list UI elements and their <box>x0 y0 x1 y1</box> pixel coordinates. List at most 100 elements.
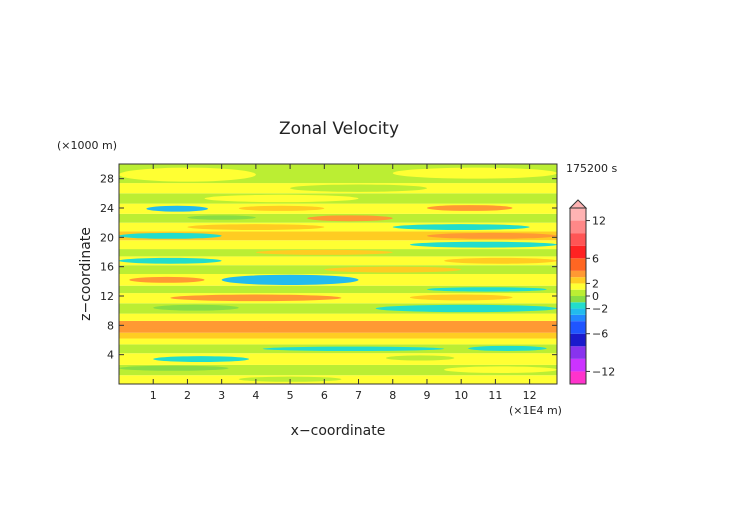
field-patch-22-0 <box>119 167 256 182</box>
x-tick-label: 1 <box>150 389 157 402</box>
chart-title: Zonal Velocity <box>279 119 399 139</box>
field-patch-15-0 <box>409 241 557 248</box>
time-label: 175200 s <box>566 162 617 175</box>
colorbar-level-13 <box>570 258 586 271</box>
field-band-10 <box>119 285 557 294</box>
x-tick-label: 7 <box>355 389 362 402</box>
colorbar-tick-label: −12 <box>592 365 615 378</box>
field-band-17 <box>119 222 557 232</box>
plot-frame <box>118 163 558 385</box>
colorbar-level-17 <box>570 208 586 221</box>
field-patch-1-0 <box>119 365 229 371</box>
field-band-15 <box>119 240 557 250</box>
x-tick-label: 11 <box>488 389 502 402</box>
colorbar-level-6 <box>570 308 586 315</box>
colorbar-level-11 <box>570 277 586 284</box>
y-tick-label: 24 <box>100 202 114 215</box>
x-tick-label: 2 <box>184 389 191 402</box>
colorbar-tick-label: 12 <box>592 215 606 228</box>
colorbar-level-8 <box>570 296 586 303</box>
field-patch-16-0 <box>426 232 557 239</box>
field-patch-13-1 <box>444 257 557 264</box>
field-band-8 <box>119 303 557 314</box>
x-tick-label: 8 <box>389 389 396 402</box>
y-tick-label: 4 <box>107 349 114 362</box>
field-band-19 <box>119 203 557 214</box>
colorbar-level-4 <box>570 321 586 334</box>
y-unit-label: (×1000 m) <box>57 139 117 152</box>
field-band-5 <box>119 332 557 339</box>
field-patch-6-0 <box>136 322 273 331</box>
heatmap-field <box>119 164 557 384</box>
x-tick-label: 12 <box>523 389 537 402</box>
colorbar-level-16 <box>570 220 586 234</box>
colorbar-tick-label: 0 <box>592 290 599 303</box>
y-tick-label: 16 <box>100 261 114 274</box>
field-patch-11-0 <box>221 274 359 285</box>
field-patch-17-1 <box>392 224 530 230</box>
field-patch-10-0 <box>426 287 547 292</box>
field-patch-18-0 <box>307 215 393 222</box>
colorbar-tick-label: 2 <box>592 277 599 290</box>
y-tick-label: 20 <box>100 231 114 244</box>
field-band-1 <box>119 364 557 376</box>
field-patch-18-1 <box>187 215 256 220</box>
colorbar-level-7 <box>570 302 586 309</box>
field-patch-20-0 <box>204 194 359 203</box>
field-patch-16-1 <box>119 232 222 239</box>
field-patch-11-1 <box>129 276 205 283</box>
x-axis: 1 2 3 4 5 6 7 8 9 10 11 12 <box>150 164 537 402</box>
y-tick-label: 28 <box>100 173 114 186</box>
y-tick-label: 12 <box>100 290 114 303</box>
colorbar-tick-label: −6 <box>592 328 608 341</box>
colorbar-level-2 <box>570 346 586 359</box>
colorbar-level-5 <box>570 314 586 322</box>
colorbar-level-1 <box>570 358 586 372</box>
colorbar-level-12 <box>570 270 586 278</box>
colorbar-level-0 <box>570 371 586 384</box>
y-axis-label: z−coordinate <box>78 227 94 321</box>
field-band-16 <box>119 231 557 241</box>
y-tick-label: 8 <box>107 319 114 332</box>
field-band-4 <box>119 338 557 345</box>
field-band-7 <box>119 313 557 321</box>
field-band-13 <box>119 256 557 266</box>
y-axis: 4 8 12 16 20 24 28 <box>100 173 557 362</box>
field-band-2 <box>119 353 557 365</box>
field-patch-19-0 <box>146 205 208 212</box>
x-tick-label: 5 <box>287 389 294 402</box>
field-patch-13-0 <box>119 257 222 264</box>
field-patch-19-1 <box>426 205 513 211</box>
field-patch-3-1 <box>468 345 547 351</box>
field-patch-9-1 <box>409 294 513 301</box>
field-band-6 <box>119 320 557 333</box>
field-patch-14-0 <box>255 249 393 255</box>
field-patch-2-0 <box>153 356 250 363</box>
x-unit-label: (×1E4 m) <box>509 404 562 417</box>
field-patch-8-1 <box>153 304 239 311</box>
field-patch-21-0 <box>290 184 427 192</box>
field-patch-1-1 <box>444 366 557 374</box>
field-patch-19-2 <box>238 205 325 211</box>
colorbar-tick-label: −2 <box>592 303 608 316</box>
field-patch-9-0 <box>170 294 342 302</box>
colorbar-level-15 <box>570 233 586 246</box>
colorbar: 12 6 20−2 −6 −12 <box>568 199 615 385</box>
colorbar-level-10 <box>570 283 586 290</box>
field-patch-12-0 <box>324 266 462 273</box>
colorbar-tick-label: 6 <box>592 252 599 265</box>
colorbar-level-9 <box>570 289 586 296</box>
field-patch-2-1 <box>385 355 455 361</box>
field-patch-8-0 <box>375 304 557 313</box>
x-tick-label: 10 <box>454 389 468 402</box>
colorbar-extend-arrow <box>568 199 588 209</box>
field-patch-17-0 <box>187 224 325 230</box>
x-tick-label: 3 <box>218 389 225 402</box>
x-tick-label: 9 <box>423 389 430 402</box>
x-tick-label: 4 <box>252 389 259 402</box>
colorbar-level-14 <box>570 245 586 259</box>
field-patch-3-0 <box>262 346 445 351</box>
x-tick-label: 6 <box>321 389 328 402</box>
field-patch-22-1 <box>392 167 557 179</box>
